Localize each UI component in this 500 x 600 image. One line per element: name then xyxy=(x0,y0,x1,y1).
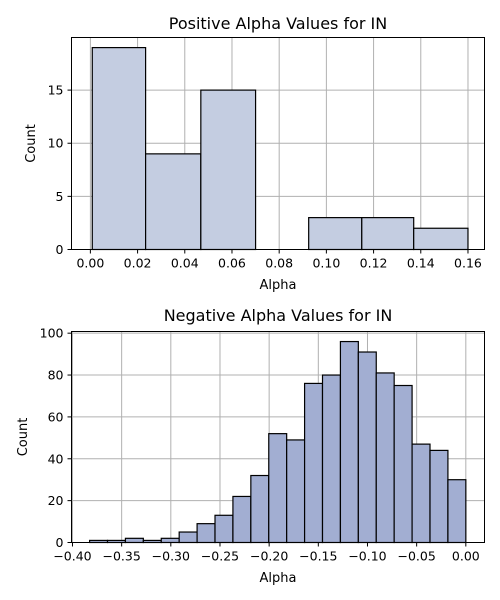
plot-frame xyxy=(71,331,485,543)
x-tick-label: −0.20 xyxy=(250,549,288,564)
x-tick-label: 0.02 xyxy=(124,256,152,271)
histogram-bar xyxy=(214,514,234,544)
y-tick-label: 5 xyxy=(56,189,64,204)
histogram-bar xyxy=(339,340,359,544)
histogram-bar xyxy=(91,46,147,251)
histogram-bars xyxy=(88,340,467,544)
x-tick-label: −0.30 xyxy=(152,549,190,564)
x-tick-label: −0.35 xyxy=(102,549,140,564)
x-tick-label: −0.15 xyxy=(299,549,337,564)
histogram-bar xyxy=(308,217,363,251)
y-tick-label: 100 xyxy=(40,326,64,341)
y-axis-label: Count xyxy=(24,124,39,163)
x-ticks: 0.00 0.02 0.04 0.06 0.08 0.10 0.12 0.14 0.16 xyxy=(76,249,482,271)
histogram-bar xyxy=(196,523,216,544)
x-tick-label: 0.16 xyxy=(454,256,482,271)
x-tick-label: −0.40 xyxy=(53,549,91,564)
y-axis-label: Count xyxy=(16,418,31,457)
histogram-bar xyxy=(250,474,270,544)
histogram-bar xyxy=(200,89,257,251)
y-tick-label: 80 xyxy=(48,368,64,383)
negative-alpha-chart: −0.40 −0.35 −0.30 −0.25 −0.20 −0.15 −0.10 −0.05… xyxy=(16,306,485,586)
y-tick-label: 60 xyxy=(48,409,64,424)
histogram-bar xyxy=(145,153,202,251)
x-tick-label: 0.06 xyxy=(218,256,246,271)
histogram-bar xyxy=(357,351,377,544)
x-tick-label: −0.10 xyxy=(348,549,386,564)
y-tick-label: 20 xyxy=(48,493,64,508)
y-tick-label: 15 xyxy=(48,83,64,98)
histogram-bars xyxy=(91,46,469,251)
histogram-bar xyxy=(375,372,395,544)
x-axis-label: Alpha xyxy=(260,571,297,586)
histogram-bar xyxy=(303,382,324,544)
y-tick-label: 10 xyxy=(48,136,64,151)
chart-title: Positive Alpha Values for IN xyxy=(169,14,387,33)
x-tick-label: 0.00 xyxy=(76,256,104,271)
x-tick-label: 0.12 xyxy=(360,256,388,271)
histogram-bar xyxy=(393,384,413,544)
x-tick-label: 0.00 xyxy=(452,549,480,564)
y-ticks: 0 5 10 15 xyxy=(48,83,72,257)
histogram-bar xyxy=(429,449,449,544)
y-tick-label: 40 xyxy=(48,451,64,466)
histogram-bar xyxy=(160,537,180,544)
y-tick-label: 0 xyxy=(56,242,64,257)
histogram-bar xyxy=(411,443,431,544)
x-tick-label: −0.25 xyxy=(201,549,239,564)
histogram-bar xyxy=(447,479,467,544)
x-tick-label: −0.05 xyxy=(397,549,435,564)
histogram-bar xyxy=(286,439,306,544)
histogram-bar xyxy=(268,433,288,544)
x-tick-label: 0.10 xyxy=(312,256,340,271)
histogram-bar xyxy=(361,217,415,251)
histogram-bar xyxy=(413,227,469,251)
y-ticks: 0 20 40 60 80 100 xyxy=(40,326,72,550)
chart-title: Negative Alpha Values for IN xyxy=(164,306,393,325)
x-tick-label: 0.04 xyxy=(171,256,199,271)
histogram-bar xyxy=(178,531,198,544)
histogram-bar xyxy=(232,495,252,544)
histogram-bar xyxy=(321,374,342,544)
positive-alpha-chart: 0.00 0.02 0.04 0.06 0.08 0.10 0.12 0.14 0.16 0 5 1… xyxy=(24,14,485,293)
x-tick-label: 0.14 xyxy=(407,256,435,271)
x-tick-label: 0.08 xyxy=(265,256,293,271)
y-tick-label: 0 xyxy=(56,535,64,550)
histogram-bar xyxy=(124,537,144,544)
x-ticks: −0.40 −0.35 −0.30 −0.25 −0.20 −0.15 −0.10 −0.05… xyxy=(53,542,480,564)
x-axis-label: Alpha xyxy=(260,278,297,293)
